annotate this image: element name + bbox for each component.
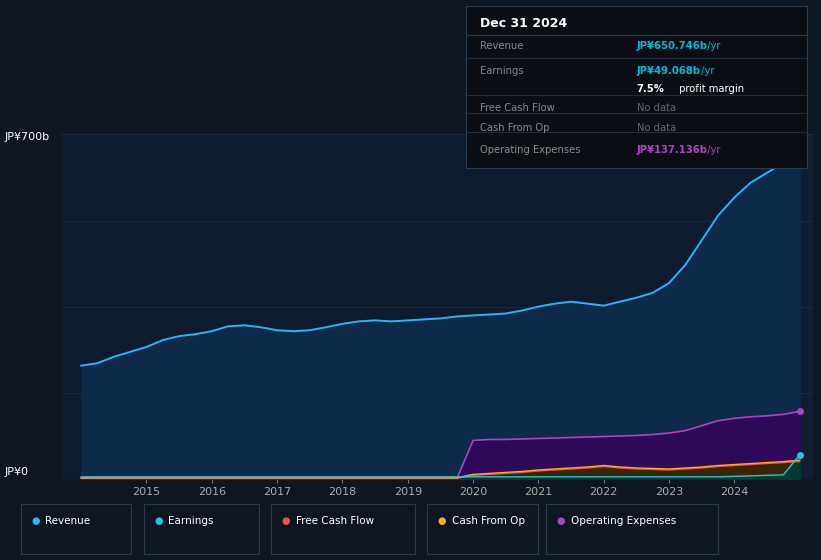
Text: /yr: /yr xyxy=(704,145,721,155)
Text: Free Cash Flow: Free Cash Flow xyxy=(480,103,555,113)
Text: /yr: /yr xyxy=(704,41,721,52)
Text: No data: No data xyxy=(637,103,676,113)
Text: Cash From Op: Cash From Op xyxy=(480,123,549,133)
Text: Operating Expenses: Operating Expenses xyxy=(571,516,676,526)
Text: JP¥0: JP¥0 xyxy=(4,466,28,477)
Text: Dec 31 2024: Dec 31 2024 xyxy=(480,17,567,30)
Text: Earnings: Earnings xyxy=(168,516,213,526)
Bar xyxy=(773,134,813,479)
Text: No data: No data xyxy=(637,123,676,133)
Text: ●: ● xyxy=(31,516,39,526)
Text: JP¥700b: JP¥700b xyxy=(4,132,49,142)
Text: Free Cash Flow: Free Cash Flow xyxy=(296,516,374,526)
Text: Revenue: Revenue xyxy=(480,41,523,52)
Text: JP¥650.746b: JP¥650.746b xyxy=(637,41,708,52)
Text: profit margin: profit margin xyxy=(676,83,744,94)
Text: Cash From Op: Cash From Op xyxy=(452,516,525,526)
Text: JP¥49.068b: JP¥49.068b xyxy=(637,66,700,76)
Text: ●: ● xyxy=(154,516,163,526)
Text: 7.5%: 7.5% xyxy=(637,83,664,94)
Text: Revenue: Revenue xyxy=(45,516,90,526)
Text: Earnings: Earnings xyxy=(480,66,524,76)
Text: /yr: /yr xyxy=(698,66,714,76)
Text: ●: ● xyxy=(438,516,446,526)
Text: JP¥137.136b: JP¥137.136b xyxy=(637,145,708,155)
Text: ●: ● xyxy=(557,516,565,526)
Text: Operating Expenses: Operating Expenses xyxy=(480,145,580,155)
Text: ●: ● xyxy=(282,516,290,526)
